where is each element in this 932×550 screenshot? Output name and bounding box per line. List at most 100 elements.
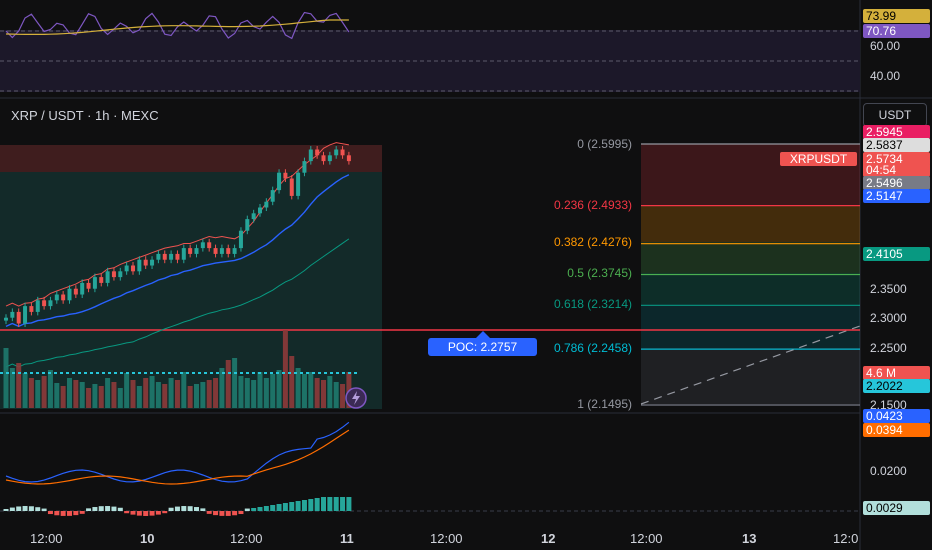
rsi-badge: 73.99	[863, 9, 930, 23]
time-tick: 12:00	[430, 531, 463, 546]
volume-bar	[9, 368, 15, 408]
candle-body	[48, 300, 53, 307]
macd-histogram-bar	[289, 502, 295, 511]
volume-bar	[225, 360, 231, 408]
volume-bar	[340, 384, 346, 408]
volume-bar	[3, 348, 9, 408]
candle-body	[29, 306, 34, 312]
macd-histogram-bar	[276, 504, 282, 511]
volume-bar	[117, 388, 123, 408]
volume-bar	[174, 380, 180, 408]
volume-bar	[232, 358, 238, 408]
volume-bar	[257, 372, 263, 408]
candle-body	[131, 265, 135, 272]
candle-body	[99, 277, 104, 283]
macd-histogram-bar	[194, 507, 199, 511]
volume-bar	[194, 384, 199, 408]
volume-bar	[327, 376, 333, 408]
macd-histogram-bar	[270, 505, 276, 511]
volume-bar	[181, 372, 187, 408]
candle-body	[137, 259, 142, 272]
candle-body	[105, 271, 110, 283]
time-tick: 12	[541, 531, 556, 546]
candle-body	[86, 282, 91, 289]
volume-bar	[187, 386, 193, 408]
candle-body	[92, 277, 97, 289]
volume-bar	[16, 363, 22, 408]
time-tick: 12:0	[833, 531, 859, 546]
candle-body	[238, 230, 243, 249]
volume-bar	[143, 378, 149, 408]
volume-bar	[168, 378, 174, 408]
fib-label-0: 0 (2.5995)	[577, 137, 632, 151]
macd-histogram-bar	[79, 511, 85, 514]
macd-histogram-bar	[117, 507, 123, 511]
volume-bar	[124, 373, 130, 408]
macd-histogram-bar	[73, 511, 79, 516]
macd-histogram-bar	[92, 507, 98, 511]
candle-body	[23, 306, 28, 324]
macd-histogram-bar	[244, 508, 250, 511]
currency-button[interactable]: USDT	[863, 103, 927, 127]
fib-label-0236: 0.236 (2.4933)	[553, 198, 632, 212]
rsi-tick: 60.00	[870, 39, 901, 53]
candle-body	[327, 155, 332, 162]
macd-histogram-bar	[321, 497, 326, 511]
bb-mid-badge: 2.5496	[863, 176, 930, 190]
price-tick: 2.2500	[870, 341, 907, 355]
candle-body	[232, 248, 237, 254]
bb-low-badge: 2.4105	[863, 247, 930, 261]
rsi-ma-line	[5, 19, 349, 35]
volume-bar	[244, 378, 250, 408]
volume-bar	[276, 370, 282, 408]
candle-body	[80, 282, 85, 295]
candle-body	[308, 149, 313, 162]
volume-bar	[22, 373, 28, 408]
rsi-tick: 40.00	[870, 69, 901, 83]
macd-histogram-bar	[3, 509, 9, 511]
macd-histogram-bar	[41, 508, 47, 511]
candle-body	[194, 248, 199, 254]
poc-pointer	[476, 331, 490, 338]
macd-histogram-bar	[263, 506, 269, 511]
candle-body	[156, 253, 161, 260]
time-tick: 13	[742, 531, 757, 546]
macd-histogram-bar	[130, 511, 136, 515]
volume-bar	[282, 330, 288, 408]
candle-body	[188, 248, 193, 254]
volume-bar	[289, 356, 295, 408]
candle-body	[264, 201, 269, 208]
candle-body	[143, 259, 148, 266]
macd-histogram-bar	[346, 497, 352, 511]
macd-histogram-bar	[149, 511, 155, 516]
candle-body	[340, 149, 345, 156]
candle-body	[258, 207, 262, 214]
candle-body	[175, 253, 180, 260]
macd-histogram-bar	[238, 511, 244, 515]
time-tick: 12:00	[230, 531, 263, 546]
candle-body	[283, 172, 288, 179]
price-tick: 2.1500	[870, 398, 907, 412]
candle-body	[54, 294, 59, 301]
volume-bar	[28, 378, 34, 408]
volume-bar	[219, 368, 225, 408]
macd-histogram-bar	[60, 511, 66, 516]
high-badge: 2.5945	[863, 125, 930, 139]
macd-histogram-bar	[174, 506, 180, 511]
candle-body	[207, 242, 212, 249]
candle-body	[277, 172, 282, 191]
poc-label[interactable]: POC: 2.2757	[428, 338, 537, 356]
macd-tick: 0.0200	[870, 464, 907, 478]
macd-histogram-bar	[22, 506, 28, 511]
candle-body	[4, 317, 8, 321]
volume-bar	[206, 380, 212, 408]
candle-body	[289, 178, 294, 196]
lightning-glyph-icon	[352, 391, 360, 405]
macd-histogram-bar	[162, 511, 168, 514]
ma-badge: 2.5147	[863, 189, 930, 203]
volume-bar	[333, 382, 339, 408]
lower-band-line	[5, 238, 350, 368]
chart-title: XRP / USDT · 1h · MEXC	[11, 108, 159, 123]
